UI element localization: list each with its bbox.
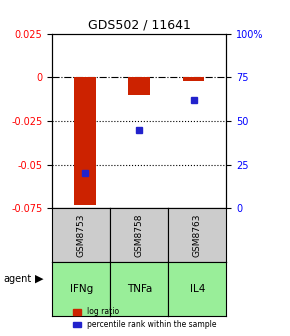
Text: agent: agent <box>3 274 31 284</box>
Text: IFNg: IFNg <box>70 284 93 294</box>
Text: IL4: IL4 <box>189 284 205 294</box>
Title: GDS502 / 11641: GDS502 / 11641 <box>88 18 191 31</box>
Text: GSM8758: GSM8758 <box>135 213 144 257</box>
Text: GSM8753: GSM8753 <box>77 213 86 257</box>
Text: ▶: ▶ <box>35 274 43 284</box>
Text: TNFa: TNFa <box>126 284 152 294</box>
Bar <box>183 77 204 81</box>
Bar <box>74 77 96 205</box>
Text: GSM8763: GSM8763 <box>193 213 202 257</box>
Legend: log ratio, percentile rank within the sample: log ratio, percentile rank within the sa… <box>70 304 220 332</box>
Bar <box>128 77 150 95</box>
